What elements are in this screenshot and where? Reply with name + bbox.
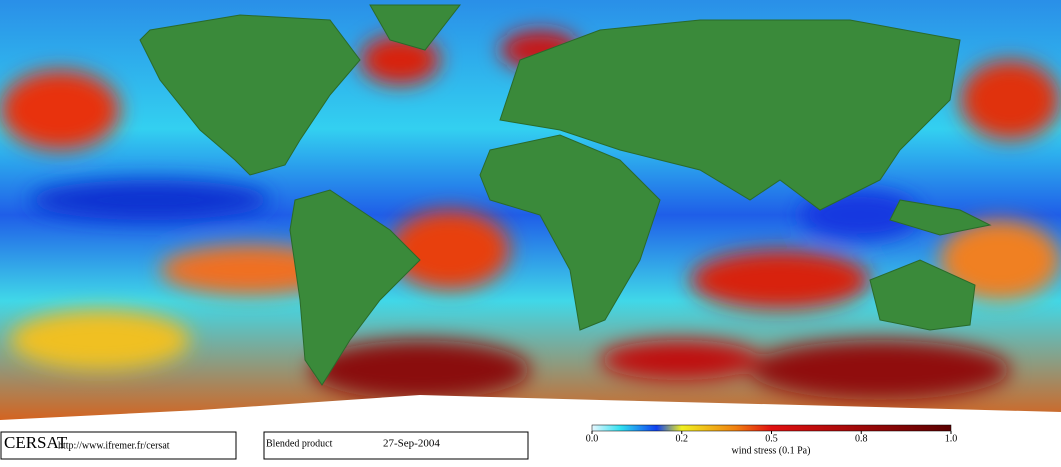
colorbar-tick-label: 0.5 <box>765 433 778 444</box>
colorbar <box>591 424 952 432</box>
colorbar-tick-label: 0.8 <box>855 433 868 444</box>
colorbar-tick-label: 0.0 <box>586 433 599 444</box>
product-box <box>263 431 529 460</box>
antarctica <box>0 395 1061 430</box>
continents <box>139 4 992 386</box>
date: 27-Sep-2004 <box>383 438 440 450</box>
logo: CERSAT <box>4 433 68 452</box>
colorbar-label: wind stress (0.1 Pa) <box>732 445 811 456</box>
url: http://www.ifremer.fr/cersat <box>58 440 170 451</box>
colorbar-tick-label: 0.2 <box>676 433 689 444</box>
colorbar-tick-label: 1.0 <box>945 433 958 444</box>
logo-box <box>0 431 237 460</box>
product: Blended product <box>266 438 333 449</box>
